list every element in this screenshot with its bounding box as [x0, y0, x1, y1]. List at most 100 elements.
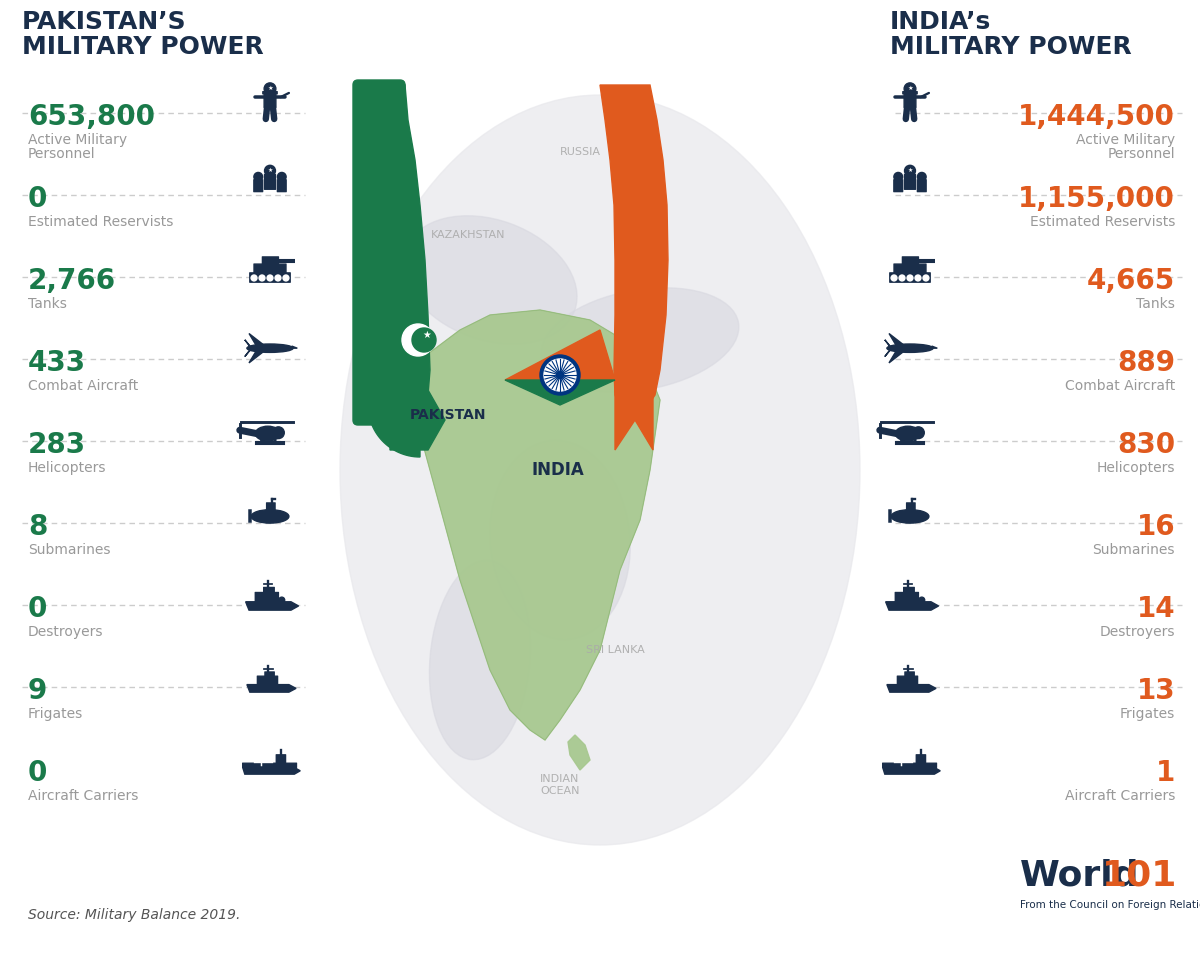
Text: Tanks: Tanks — [28, 297, 67, 311]
FancyBboxPatch shape — [894, 180, 902, 192]
FancyBboxPatch shape — [898, 676, 918, 684]
Polygon shape — [884, 349, 892, 356]
Text: Helicopters: Helicopters — [1097, 461, 1175, 475]
Ellipse shape — [256, 426, 281, 441]
Circle shape — [916, 275, 920, 281]
Circle shape — [264, 165, 276, 177]
Text: PAKISTAN: PAKISTAN — [409, 408, 486, 422]
Text: Frigates: Frigates — [28, 707, 83, 721]
Text: INDIA: INDIA — [532, 461, 584, 479]
Circle shape — [259, 275, 265, 281]
FancyBboxPatch shape — [276, 755, 286, 764]
Ellipse shape — [403, 216, 577, 345]
Text: Estimated Reservists: Estimated Reservists — [1030, 215, 1175, 229]
Circle shape — [268, 275, 272, 281]
Text: ★: ★ — [268, 168, 272, 173]
Text: Frigates: Frigates — [1120, 707, 1175, 721]
Text: 1: 1 — [1156, 759, 1175, 787]
Text: INDIA’s: INDIA’s — [890, 10, 991, 34]
Ellipse shape — [272, 427, 284, 439]
Circle shape — [412, 328, 436, 352]
Text: Destroyers: Destroyers — [1099, 625, 1175, 639]
Text: KAZAKHSTAN: KAZAKHSTAN — [431, 230, 505, 240]
FancyBboxPatch shape — [905, 175, 916, 189]
Text: Estimated Reservists: Estimated Reservists — [28, 215, 173, 229]
FancyBboxPatch shape — [917, 180, 926, 192]
Text: ★: ★ — [422, 330, 431, 340]
FancyBboxPatch shape — [264, 94, 276, 108]
FancyBboxPatch shape — [266, 503, 275, 513]
Circle shape — [544, 359, 576, 391]
Ellipse shape — [490, 441, 630, 639]
Circle shape — [275, 275, 281, 281]
FancyBboxPatch shape — [905, 672, 914, 678]
Ellipse shape — [912, 427, 924, 439]
Text: ★: ★ — [907, 168, 913, 173]
Circle shape — [283, 275, 289, 281]
Text: Personnel: Personnel — [28, 147, 96, 161]
Text: 101: 101 — [1102, 858, 1177, 892]
Polygon shape — [616, 390, 653, 450]
Text: ★: ★ — [268, 85, 272, 91]
Text: 433: 433 — [28, 349, 86, 377]
Circle shape — [899, 275, 905, 281]
Ellipse shape — [340, 95, 860, 845]
Text: CHINA: CHINA — [602, 367, 637, 377]
Text: Combat Aircraft: Combat Aircraft — [1064, 379, 1175, 393]
FancyBboxPatch shape — [894, 264, 926, 275]
Polygon shape — [390, 390, 445, 450]
Text: 13: 13 — [1136, 677, 1175, 705]
Text: RUSSIA: RUSSIA — [559, 147, 600, 157]
Text: 1,444,500: 1,444,500 — [1018, 103, 1175, 131]
Text: 653,800: 653,800 — [28, 103, 155, 131]
Circle shape — [402, 324, 434, 356]
Circle shape — [892, 275, 896, 281]
FancyBboxPatch shape — [254, 180, 263, 192]
Text: 889: 889 — [1117, 349, 1175, 377]
FancyBboxPatch shape — [263, 257, 278, 266]
Polygon shape — [245, 340, 251, 348]
FancyBboxPatch shape — [264, 175, 276, 189]
FancyBboxPatch shape — [242, 763, 296, 767]
Text: 0: 0 — [28, 759, 47, 787]
Text: 14: 14 — [1136, 595, 1175, 623]
Circle shape — [254, 173, 263, 181]
FancyBboxPatch shape — [895, 592, 918, 602]
Polygon shape — [410, 310, 660, 740]
FancyBboxPatch shape — [904, 94, 916, 108]
Text: 16: 16 — [1136, 513, 1175, 541]
FancyBboxPatch shape — [250, 273, 290, 282]
Polygon shape — [932, 347, 937, 348]
FancyBboxPatch shape — [902, 92, 917, 94]
FancyBboxPatch shape — [890, 273, 930, 282]
Polygon shape — [355, 85, 430, 412]
Text: Combat Aircraft: Combat Aircraft — [28, 379, 138, 393]
FancyBboxPatch shape — [353, 80, 406, 425]
Text: 0: 0 — [28, 185, 47, 213]
Text: Tanks: Tanks — [1136, 297, 1175, 311]
Polygon shape — [889, 348, 908, 363]
Polygon shape — [568, 735, 590, 770]
Polygon shape — [505, 330, 616, 380]
Ellipse shape — [541, 288, 739, 393]
Text: 8: 8 — [28, 513, 47, 541]
Text: 2,766: 2,766 — [28, 267, 116, 295]
Ellipse shape — [430, 561, 530, 759]
Text: ★: ★ — [907, 85, 913, 91]
FancyBboxPatch shape — [264, 588, 275, 594]
Polygon shape — [247, 684, 296, 692]
Text: PAKISTAN’S: PAKISTAN’S — [22, 10, 187, 34]
Circle shape — [251, 275, 257, 281]
Polygon shape — [246, 602, 299, 611]
Polygon shape — [368, 405, 420, 457]
Polygon shape — [250, 333, 268, 348]
Text: Active Military: Active Military — [1076, 133, 1175, 147]
Text: INDIAN
OCEAN: INDIAN OCEAN — [540, 774, 580, 796]
Circle shape — [904, 83, 916, 95]
Text: MILITARY POWER: MILITARY POWER — [22, 35, 264, 59]
Ellipse shape — [251, 510, 289, 523]
Polygon shape — [292, 347, 298, 348]
Bar — [310, 20, 886, 900]
FancyBboxPatch shape — [883, 763, 936, 767]
Text: 0: 0 — [28, 595, 47, 623]
